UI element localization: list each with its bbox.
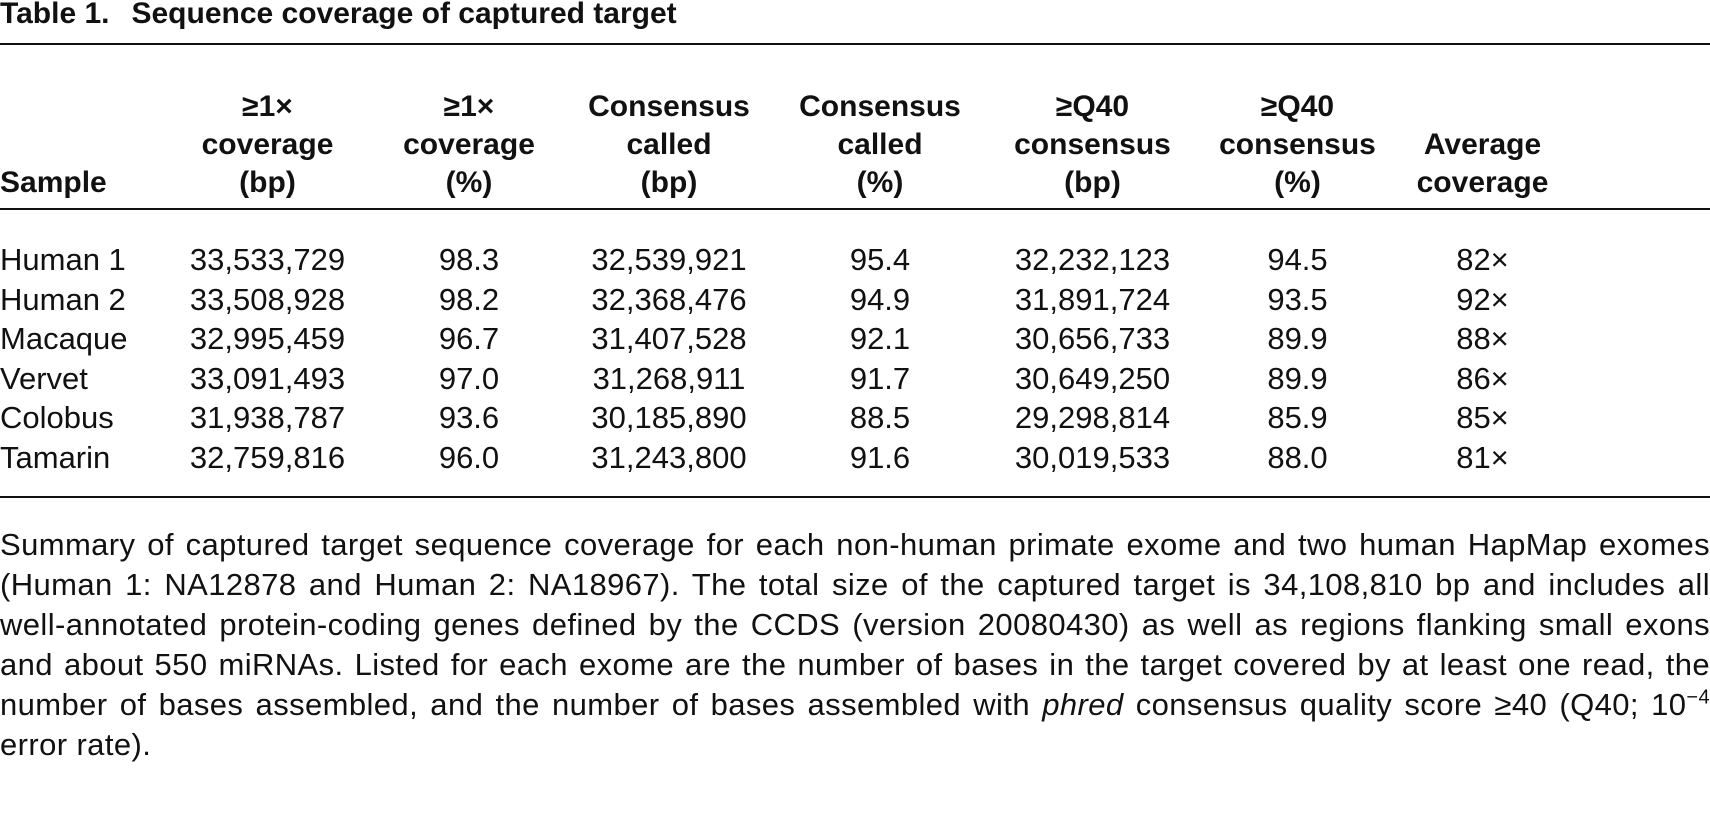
bottom-rule bbox=[0, 496, 1710, 498]
table-cell: 33,091,493 bbox=[189, 360, 346, 396]
header-rule bbox=[0, 208, 1710, 210]
header-text: coverage bbox=[201, 128, 334, 161]
header-cell: Average coverage bbox=[1400, 70, 1565, 202]
table-cell: 96.7 bbox=[438, 321, 500, 357]
table-title: Table 1. Sequence coverage of captured ta… bbox=[0, 0, 677, 32]
header-cell: Consensus called (%) bbox=[770, 70, 990, 202]
table-cell: 88.0 bbox=[1267, 439, 1328, 475]
table-cell: 85× bbox=[1456, 400, 1509, 436]
table-cell: 88.5 bbox=[849, 400, 911, 436]
header-text: (bp) bbox=[239, 166, 296, 199]
header-text: (bp) bbox=[1064, 166, 1121, 199]
header-text: ≥Q40 bbox=[1260, 90, 1335, 123]
table-cell: 32,995,459 bbox=[189, 321, 346, 357]
table-cell: 33,508,928 bbox=[189, 281, 346, 317]
table-cell: Tamarin bbox=[0, 439, 111, 475]
table-cell: 31,243,800 bbox=[591, 439, 747, 475]
header-text: Average bbox=[1423, 128, 1542, 161]
table-cell: 96.0 bbox=[438, 439, 500, 475]
header-text: consensus bbox=[1219, 128, 1376, 161]
caption-text: consensus quality score ≥40 (Q40; 10 bbox=[1123, 687, 1687, 722]
header-cell: Consensus called (bp) bbox=[568, 70, 770, 202]
table-cell: 91.6 bbox=[849, 439, 911, 475]
caption-text: error rate). bbox=[0, 727, 152, 762]
header-text: Consensus bbox=[588, 90, 750, 123]
table-cell: Vervet bbox=[0, 360, 88, 396]
table-cell: 32,368,476 bbox=[591, 281, 747, 317]
table-cell: 31,938,787 bbox=[189, 400, 346, 436]
table-cell: 91.7 bbox=[849, 360, 911, 396]
table-label: Table 1. bbox=[0, 0, 110, 30]
header-text: coverage bbox=[403, 128, 535, 161]
table-cell: 86× bbox=[1456, 360, 1509, 396]
header-text: called bbox=[837, 128, 923, 161]
header-cell: ≥1× coverage (%) bbox=[370, 70, 568, 202]
header-text: (%) bbox=[1274, 166, 1321, 199]
header-cell: ≥1× coverage (bp) bbox=[165, 70, 370, 202]
header-text: Consensus bbox=[799, 90, 961, 123]
table-cell: 93.5 bbox=[1267, 281, 1328, 317]
header-text: (%) bbox=[856, 166, 904, 199]
header-text: (%) bbox=[445, 166, 493, 199]
table-cell: 31,268,911 bbox=[592, 360, 746, 396]
header-cell: Sample bbox=[0, 70, 165, 202]
table-cell: 30,656,733 bbox=[1014, 321, 1171, 357]
table-row: Human 2 33,508,928 98.2 32,368,476 94.9 31,89… bbox=[0, 280, 1565, 320]
table-cell: 30,649,250 bbox=[1014, 360, 1171, 396]
table-cell: 31,891,724 bbox=[1014, 281, 1171, 317]
table-cell: Macaque bbox=[0, 321, 128, 357]
header-text: consensus bbox=[1014, 128, 1171, 161]
table-cell: 94.5 bbox=[1267, 242, 1328, 277]
top-rule bbox=[0, 43, 1710, 45]
table-caption: Summary of captured target sequence cove… bbox=[0, 525, 1710, 765]
header-text: coverage bbox=[1416, 166, 1549, 199]
table-cell: 89.9 bbox=[1267, 321, 1328, 357]
table-row: Colobus 31,938,787 93.6 30,185,890 88.5 29,29… bbox=[0, 398, 1565, 438]
caption-italic: phred bbox=[1042, 687, 1124, 722]
table-cell: Colobus bbox=[0, 400, 114, 436]
table-cell: 93.6 bbox=[438, 400, 500, 436]
table-cell: 31,407,528 bbox=[591, 321, 747, 357]
header-text: called bbox=[626, 128, 712, 161]
table-cell: 88× bbox=[1456, 321, 1509, 357]
table-body: Human 1 33,533,729 98.3 32,539,921 95.4 32,23… bbox=[0, 240, 1565, 478]
table-cell: 30,019,533 bbox=[1014, 439, 1171, 475]
caption-text: Summary of captured target sequence cove… bbox=[0, 527, 1710, 722]
table-cell: 94.9 bbox=[849, 281, 911, 317]
table-cell: 30,185,890 bbox=[591, 400, 747, 436]
table-title-text: Sequence coverage of captured target bbox=[131, 0, 677, 30]
table-cell: 92.1 bbox=[849, 321, 911, 357]
table-cell: 29,298,814 bbox=[1014, 400, 1171, 436]
caption-superscript: −4 bbox=[1686, 686, 1710, 709]
table-cell: 82× bbox=[1456, 242, 1509, 277]
table-cell: Human 2 bbox=[0, 281, 126, 317]
table-row: Human 1 33,533,729 98.3 32,539,921 95.4 32,23… bbox=[0, 240, 1565, 280]
header-text: ≥1× bbox=[443, 90, 495, 123]
table-row: Vervet 33,091,493 97.0 31,268,911 91.7 30,649… bbox=[0, 359, 1565, 399]
table-cell: 32,539,921 bbox=[591, 242, 747, 277]
table-cell: 33,533,729 bbox=[189, 242, 346, 277]
table-cell: 85.9 bbox=[1267, 400, 1328, 436]
table-row: Macaque 32,995,459 96.7 31,407,528 92.1 30,65… bbox=[0, 319, 1565, 359]
table-cell: 32,759,816 bbox=[189, 439, 346, 475]
table-cell: 97.0 bbox=[438, 360, 500, 396]
header-text: ≥Q40 bbox=[1055, 90, 1130, 123]
table-cell: 81× bbox=[1456, 439, 1509, 475]
table-cell: 92× bbox=[1456, 281, 1509, 317]
header-text: ≥1× bbox=[242, 90, 293, 123]
header-text: Sample bbox=[0, 166, 107, 199]
table-header: Sample ≥1× coverage (bp) ≥1× coverage (%) Conse… bbox=[0, 70, 1565, 202]
header-cell: ≥Q40 consensus (bp) bbox=[990, 70, 1195, 202]
table-cell: 89.9 bbox=[1267, 360, 1328, 396]
table-cell: 98.3 bbox=[438, 242, 500, 277]
table-cell: 95.4 bbox=[849, 242, 911, 277]
table-cell: 98.2 bbox=[438, 281, 500, 317]
header-cell: ≥Q40 consensus (%) bbox=[1195, 70, 1400, 202]
table-cell: Human 1 bbox=[0, 242, 126, 277]
table-cell: 32,232,123 bbox=[1014, 242, 1171, 277]
header-text: (bp) bbox=[640, 166, 698, 199]
table-row: Tamarin 32,759,816 96.0 31,243,800 91.6 30,01… bbox=[0, 438, 1565, 478]
